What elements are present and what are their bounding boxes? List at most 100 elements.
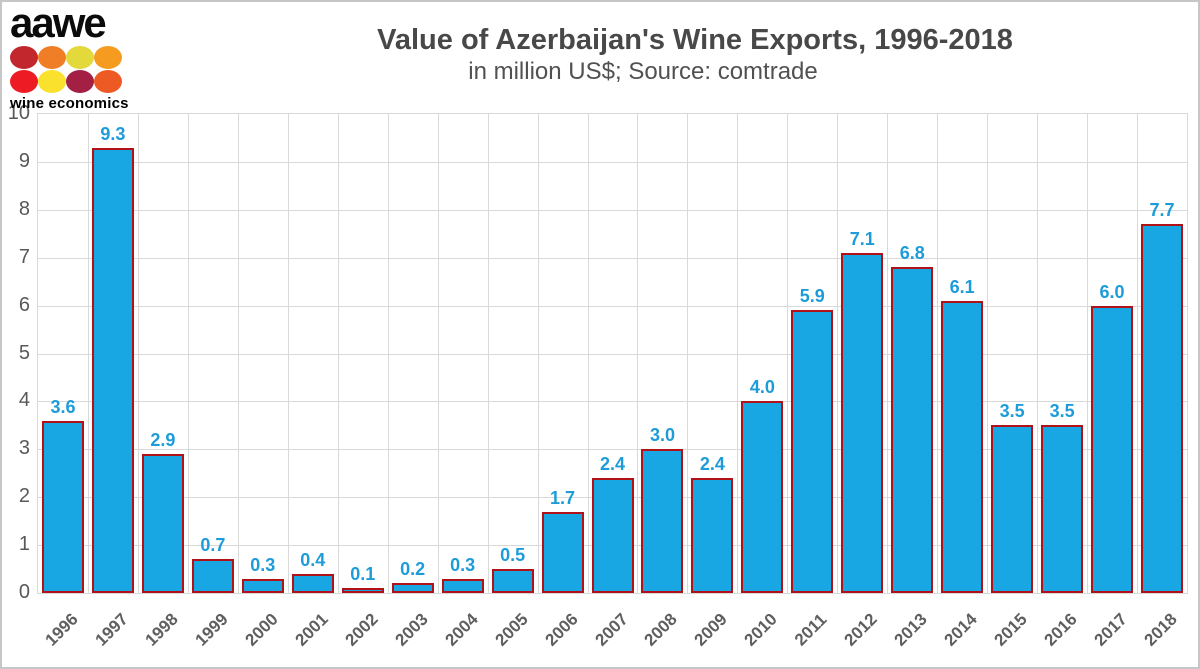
logo-dot-6	[38, 70, 66, 93]
bar-value-label-2002: 0.1	[350, 564, 376, 585]
bar-2016	[1041, 425, 1084, 593]
v-gridline-5	[287, 114, 289, 593]
h-gridline-3	[38, 449, 1187, 451]
bar-2015	[991, 425, 1034, 593]
bar-value-label-2001: 0.4	[300, 549, 326, 570]
h-gridline-4	[38, 401, 1187, 403]
v-gridline-4	[237, 114, 239, 593]
bar-2005	[491, 569, 534, 593]
h-gridline-5	[38, 353, 1187, 355]
v-gridline-22	[1137, 114, 1139, 593]
bar-2010	[741, 401, 784, 593]
v-gridline-10	[537, 114, 539, 593]
bar-value-label-2016: 3.5	[1049, 401, 1075, 422]
bar-value-label-2007: 2.4	[599, 454, 626, 475]
v-gridline-9	[487, 114, 489, 593]
v-gridline-14	[737, 114, 739, 593]
y-tick-7: 7	[18, 245, 30, 268]
bar-value-label-2011: 5.9	[799, 286, 825, 307]
logo-dot-3	[66, 46, 94, 69]
logo-dot-7	[66, 70, 94, 93]
bar-2008	[641, 449, 684, 593]
v-gridline-20	[1037, 114, 1039, 593]
bar-2011	[791, 310, 834, 593]
h-gridline-7	[38, 257, 1187, 259]
y-tick-4: 4	[18, 389, 30, 412]
logo-dot-1	[10, 46, 38, 69]
y-tick-1: 1	[18, 533, 30, 556]
bar-value-label-2017: 6.0	[1099, 281, 1125, 302]
bar-value-label-2009: 2.4	[699, 454, 725, 475]
v-gridline-19	[987, 114, 989, 593]
v-gridline-18	[937, 114, 939, 593]
v-gridline-1	[87, 114, 89, 593]
v-gridline-11	[587, 114, 589, 593]
bar-2001	[291, 573, 334, 593]
bar-value-label-2013: 6.8	[899, 243, 925, 264]
y-tick-3: 3	[18, 437, 30, 460]
bar-value-label-2018: 7.7	[1149, 200, 1175, 221]
v-gridline-8	[437, 114, 439, 593]
h-gridline-6	[38, 305, 1187, 307]
y-tick-8: 8	[18, 197, 30, 220]
bar-2018	[1141, 224, 1184, 593]
logo-dot-8	[94, 70, 122, 93]
v-gridline-7	[387, 114, 389, 593]
bar-2003	[391, 583, 434, 593]
v-gridline-17	[887, 114, 889, 593]
bar-value-label-2010: 4.0	[749, 377, 775, 398]
bar-1997	[91, 147, 134, 593]
v-gridline-16	[837, 114, 839, 593]
bar-2009	[691, 478, 734, 593]
y-tick-2: 2	[18, 485, 30, 508]
bar-value-label-1998: 2.9	[150, 430, 176, 451]
bar-2017	[1091, 305, 1134, 593]
chart-subtitle: in million US$; Source: comtrade	[468, 58, 818, 85]
logo-brand-text: aawe	[10, 0, 107, 46]
y-tick-0: 0	[18, 581, 30, 603]
y-tick-5: 5	[18, 341, 30, 364]
bar-2012	[841, 252, 884, 593]
bar-value-label-1999: 0.7	[200, 535, 226, 556]
h-gridline-9	[38, 161, 1187, 163]
bar-2006	[541, 511, 584, 593]
v-gridline-3	[187, 114, 189, 593]
y-tick-6: 6	[18, 293, 30, 316]
bar-value-label-2014: 6.1	[949, 276, 975, 297]
plot-area: 3.6 9.3 2.9 0.7 0.3 0.4 0.1 0.2 0.3 0.5 1.7 2.4 3.0 2…	[37, 113, 1188, 594]
h-gridline-8	[38, 209, 1187, 211]
bar-1999	[191, 559, 234, 593]
y-tick-9: 9	[18, 149, 30, 172]
v-gridline-13	[687, 114, 689, 593]
bar-2013	[891, 267, 934, 593]
v-gridline-21	[1087, 114, 1089, 593]
v-gridline-15	[787, 114, 789, 593]
bar-value-label-2008: 3.0	[649, 425, 675, 446]
logo-dots-grid	[10, 46, 122, 94]
bar-1998	[141, 454, 184, 593]
bar-value-label-2004: 0.3	[450, 554, 476, 575]
bar-2004	[441, 578, 484, 593]
bar-value-label-2005: 0.5	[500, 545, 526, 566]
y-tick-10: 10	[7, 102, 30, 124]
bar-value-label-2000: 0.3	[250, 554, 276, 575]
bar-2014	[941, 300, 984, 593]
bar-2002	[341, 588, 384, 593]
chart-title: Value of Azerbaijan's Wine Exports, 1996…	[377, 24, 1013, 56]
bar-value-label-2003: 0.2	[400, 559, 426, 580]
aawe-logo: aawe wine economics	[10, 2, 129, 112]
logo-dot-4	[94, 46, 122, 69]
v-gridline-12	[637, 114, 639, 593]
bar-2007	[591, 478, 634, 593]
bar-value-label-1996: 3.6	[50, 396, 76, 417]
bar-value-label-2012: 7.1	[849, 228, 875, 249]
bar-value-label-2006: 1.7	[550, 487, 576, 508]
bar-value-label-2015: 3.5	[999, 401, 1025, 422]
bar-2000	[241, 578, 284, 593]
v-gridline-2	[137, 114, 139, 593]
bar-1996	[41, 420, 84, 593]
logo-dot-2	[38, 46, 66, 69]
logo-dot-5	[10, 70, 38, 93]
bar-value-label-1997: 9.3	[100, 123, 126, 144]
v-gridline-6	[337, 114, 339, 593]
